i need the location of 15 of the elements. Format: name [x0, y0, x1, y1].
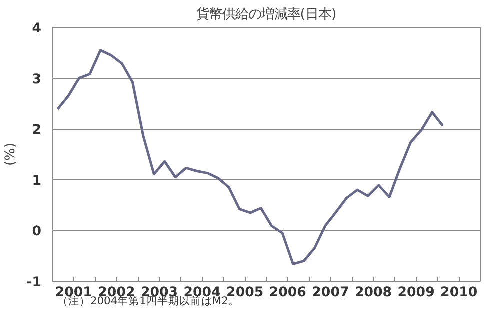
x-tick-label: 2010: [440, 286, 478, 300]
x-tick-label: 2005: [226, 286, 264, 300]
chart-title: 貨幣供給の増減率(日本): [196, 6, 337, 22]
x-tick-label: 2009: [398, 286, 435, 300]
y-tick-label: 2: [32, 123, 42, 138]
line-series: [56, 49, 444, 266]
x-tick-label: 2006: [269, 286, 306, 300]
y-tick-label: 0: [32, 224, 42, 240]
y-tick-label: 3: [32, 72, 42, 88]
y-tick-label: -1: [26, 276, 42, 290]
x-tick-label: 2008: [354, 286, 392, 300]
y-tick-label: 4: [32, 22, 42, 36]
y-tick-label: 1: [32, 174, 42, 189]
y-axis-title: (%): [4, 142, 19, 166]
x-tick-label: 2007: [312, 286, 350, 300]
